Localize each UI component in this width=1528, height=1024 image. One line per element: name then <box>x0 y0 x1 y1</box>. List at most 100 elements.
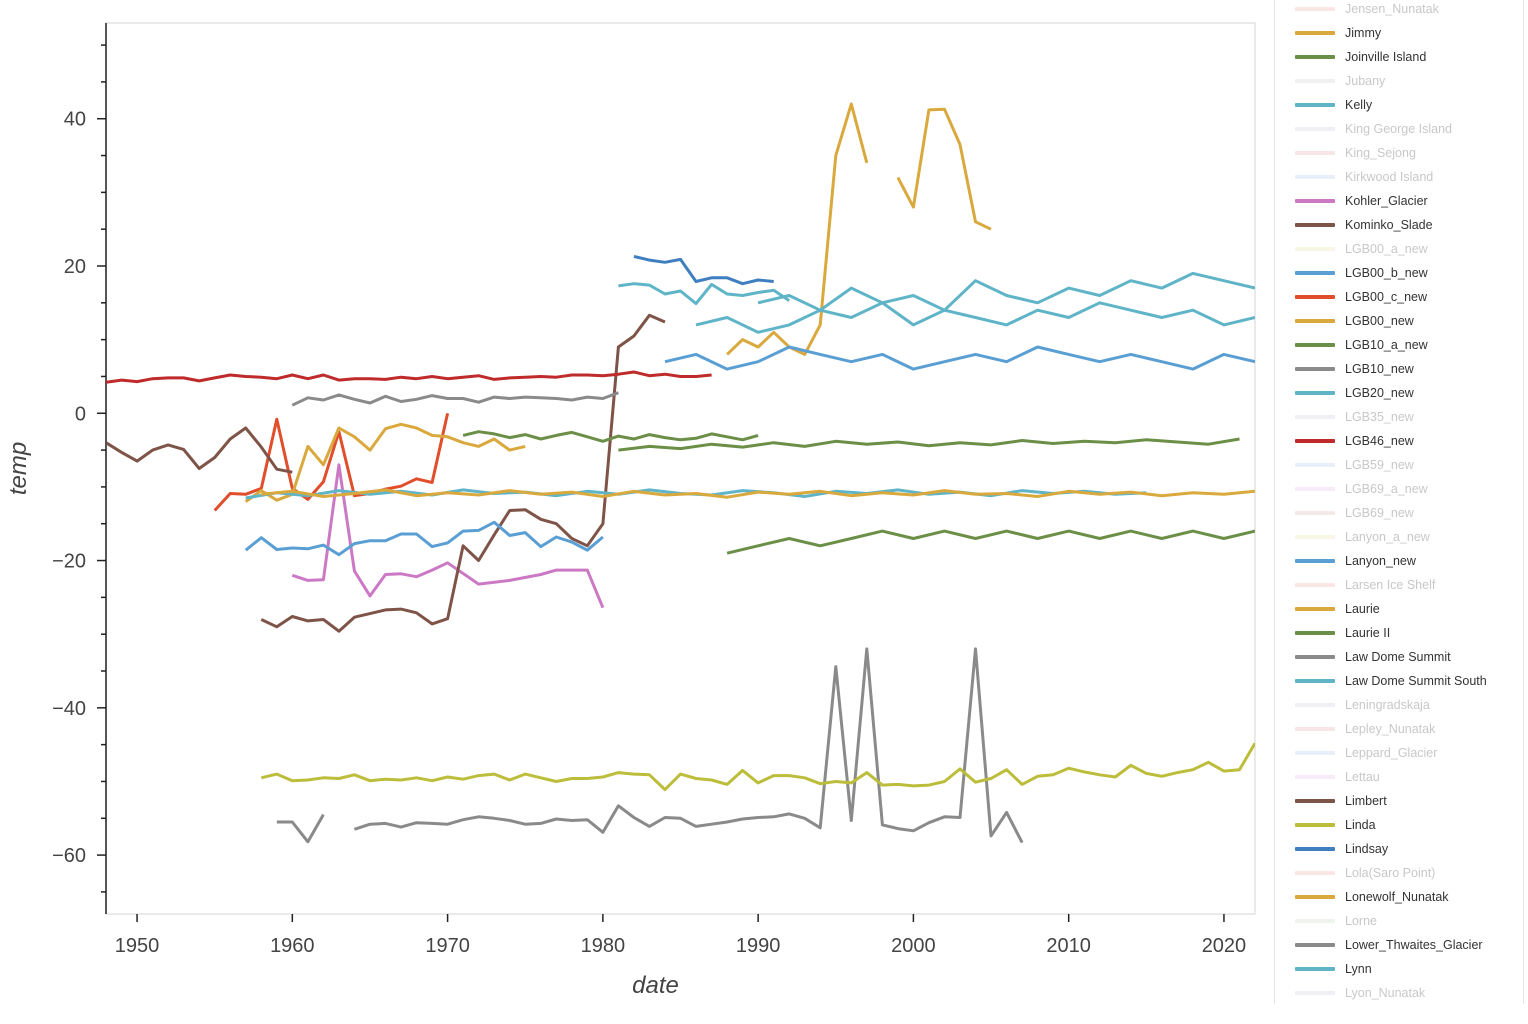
legend-item-lgb00-c-new[interactable]: LGB00_c_new <box>1295 285 1427 309</box>
legend-item-lgb35-new[interactable]: LGB35_new <box>1295 405 1414 429</box>
legend-item-lgb59-new[interactable]: LGB59_new <box>1295 453 1414 477</box>
legend-item-joinville-island[interactable]: Joinville Island <box>1295 45 1426 69</box>
series-line-lgb00-c-new <box>213 412 450 512</box>
series-layer <box>106 102 1255 844</box>
legend-swatch <box>1295 511 1335 515</box>
legend-item-lgb00-a-new[interactable]: LGB00_a_new <box>1295 237 1428 261</box>
series-line-jimmy <box>726 102 869 356</box>
legend-swatch <box>1295 919 1335 923</box>
legend-item-jimmy[interactable]: Jimmy <box>1295 21 1381 45</box>
series-line-kelly <box>618 282 791 306</box>
legend-item-lanyon-new[interactable]: Lanyon_new <box>1295 549 1416 573</box>
legend-swatch <box>1295 895 1335 899</box>
legend-swatch <box>1295 703 1335 707</box>
series-line-lgb10-new <box>291 391 619 407</box>
legend-item-lgb20-new[interactable]: LGB20_new <box>1295 381 1414 405</box>
legend-item-leningradskaja[interactable]: Leningradskaja <box>1295 693 1430 717</box>
legend-item-leppard-glacier[interactable]: Leppard_Glacier <box>1295 741 1437 765</box>
legend-item-lorne[interactable]: Lorne <box>1295 909 1377 933</box>
legend-label: Lanyon_a_new <box>1345 530 1430 544</box>
legend-item-kominko-slade[interactable]: Kominko_Slade <box>1295 213 1433 237</box>
series-line-law-dome-summit <box>353 647 1024 844</box>
x-tick-label: 1970 <box>425 935 470 957</box>
x-tick-label: 2000 <box>891 935 936 957</box>
series-line-lanyon-new <box>664 345 1255 371</box>
y-tick-label: 0 <box>75 403 86 425</box>
legend-item-linda[interactable]: Linda <box>1295 813 1376 837</box>
legend-swatch <box>1295 631 1335 635</box>
legend-swatch <box>1295 439 1335 443</box>
legend-item-kirkwood-island[interactable]: Kirkwood Island <box>1295 165 1433 189</box>
legend-label: Leppard_Glacier <box>1345 746 1438 760</box>
legend[interactable]: Jensen_Nunatak Jimmy Joinville Island Juban… <box>1274 0 1524 1004</box>
legend-label: Lyon_Nunatak <box>1345 986 1426 1000</box>
legend-item-lindsay[interactable]: Lindsay <box>1295 837 1388 861</box>
legend-label: LGB00_c_new <box>1345 290 1428 304</box>
legend-label: Lonewolf_Nunatak <box>1345 890 1449 904</box>
legend-label: LGB69_new <box>1345 506 1414 520</box>
legend-label: LGB00_new <box>1345 314 1414 328</box>
legend-label: Lepley_Nunatak <box>1345 722 1436 736</box>
y-tick-label: −20 <box>52 551 86 573</box>
legend-label: LGB20_new <box>1345 386 1414 400</box>
x-tick-label: 1980 <box>581 935 626 957</box>
series-line-kohler-glacier <box>291 463 605 609</box>
legend-item-lonewolf-nunatak[interactable]: Lonewolf_Nunatak <box>1295 885 1449 909</box>
series-line-lonewolf-nunatak <box>261 488 1255 499</box>
legend-item-lynn[interactable]: Lynn <box>1295 957 1372 981</box>
legend-swatch <box>1295 607 1335 611</box>
legend-item-lepley-nunatak[interactable]: Lepley_Nunatak <box>1295 717 1435 741</box>
legend-item-jensen-nunatak[interactable]: Jensen_Nunatak <box>1295 0 1439 21</box>
legend-swatch <box>1295 319 1335 323</box>
legend-item-lola-saro-point-[interactable]: Lola(Saro Point) <box>1295 861 1435 885</box>
legend-label: Joinville Island <box>1345 50 1427 64</box>
legend-item-lower-thwaites-glacier[interactable]: Lower_Thwaites_Glacier <box>1295 933 1483 957</box>
legend-swatch <box>1295 343 1335 347</box>
legend-item-lgb10-a-new[interactable]: LGB10_a_new <box>1295 333 1428 357</box>
legend-label: King_Sejong <box>1345 146 1416 160</box>
legend-item-law-dome-summit[interactable]: Law Dome Summit <box>1295 645 1451 669</box>
legend-label: Jensen_Nunatak <box>1345 2 1439 16</box>
legend-label: Lola(Saro Point) <box>1345 866 1436 880</box>
legend-label: Leningradskaja <box>1345 698 1430 712</box>
legend-item-king-sejong[interactable]: King_Sejong <box>1295 141 1416 165</box>
legend-item-laurie-ii[interactable]: Laurie II <box>1295 621 1390 645</box>
legend-label: Linda <box>1345 818 1376 832</box>
legend-item-lgb10-new[interactable]: LGB10_new <box>1295 357 1414 381</box>
y-axis-title: temp <box>5 442 32 495</box>
plot-frame <box>105 22 1256 915</box>
legend-label: Laurie <box>1345 602 1380 616</box>
x-axis: 1950 1960 1970 1980 1990 2000 2010 2020 <box>115 914 1246 957</box>
legend-item-larsen-ice-shelf[interactable]: Larsen Ice Shelf <box>1295 573 1435 597</box>
legend-swatch <box>1295 799 1335 803</box>
legend-swatch <box>1295 943 1335 947</box>
legend-item-lyon-nunatak[interactable]: Lyon_Nunatak <box>1295 981 1425 1004</box>
y-tick-label: −60 <box>52 845 86 867</box>
legend-label: Limbert <box>1345 794 1387 808</box>
series-line-joinville-island <box>726 529 1255 555</box>
legend-swatch <box>1295 559 1335 563</box>
legend-item-lgb00-new[interactable]: LGB00_new <box>1295 309 1414 333</box>
legend-label: LGB00_a_new <box>1345 242 1428 256</box>
legend-item-lgb00-b-new[interactable]: LGB00_b_new <box>1295 261 1428 285</box>
legend-item-kohler-glacier[interactable]: Kohler_Glacier <box>1295 189 1428 213</box>
series-line-lgb20-new <box>695 301 1255 334</box>
legend-item-lgb46-new[interactable]: LGB46_new <box>1295 429 1414 453</box>
legend-item-limbert[interactable]: Limbert <box>1295 789 1387 813</box>
legend-item-kelly[interactable]: Kelly <box>1295 93 1372 117</box>
legend-item-jubany[interactable]: Jubany <box>1295 69 1385 93</box>
legend-swatch <box>1295 751 1335 755</box>
x-axis-title: date <box>632 972 679 999</box>
x-tick-label: 2010 <box>1046 935 1091 957</box>
legend-item-king-george-island[interactable]: King George Island <box>1295 117 1452 141</box>
legend-item-lgb69-a-new[interactable]: LGB69_a_new <box>1295 477 1428 501</box>
series-line-limbert <box>106 426 293 474</box>
legend-label: Lanyon_new <box>1345 554 1416 568</box>
legend-item-laurie[interactable]: Laurie <box>1295 597 1380 621</box>
legend-item-lettau[interactable]: Lettau <box>1295 765 1380 789</box>
legend-item-lanyon-a-new[interactable]: Lanyon_a_new <box>1295 525 1430 549</box>
legend-label: Lynn <box>1345 962 1372 976</box>
legend-item-lgb69-new[interactable]: LGB69_new <box>1295 501 1414 525</box>
series-line-laurie-ii <box>462 430 759 443</box>
legend-item-law-dome-summit-south[interactable]: Law Dome Summit South <box>1295 669 1487 693</box>
